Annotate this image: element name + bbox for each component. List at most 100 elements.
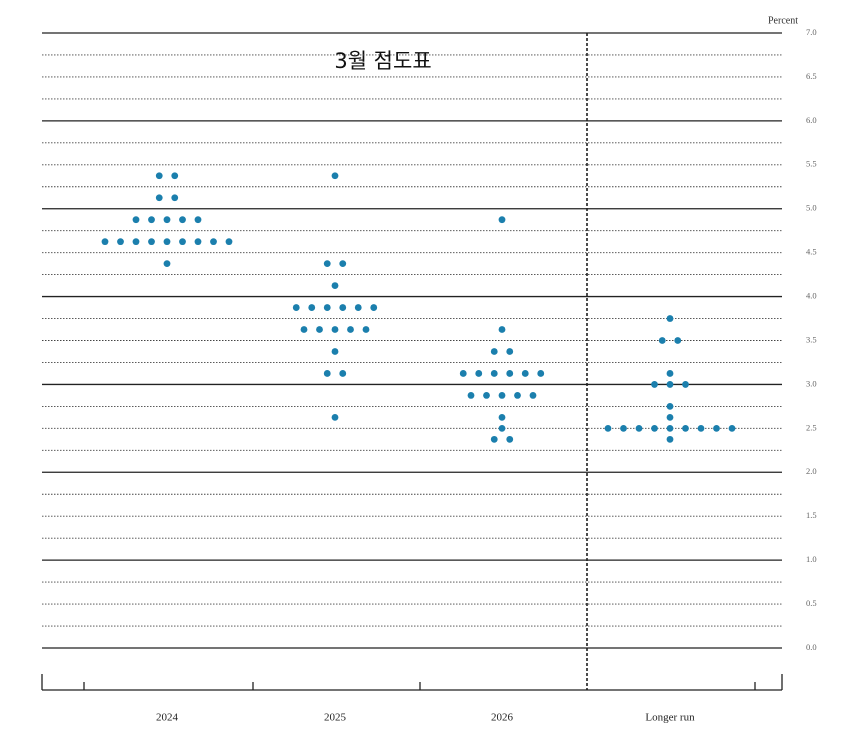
y-tick-label: 4.5: [806, 247, 817, 257]
dot: [459, 370, 467, 377]
y-tick-label: 4.0: [806, 291, 817, 301]
dot: [666, 402, 674, 410]
dot: [300, 326, 308, 333]
dot: [339, 260, 347, 268]
dot: [225, 238, 233, 246]
dot: [604, 424, 612, 432]
dot: [331, 348, 339, 355]
dot: [658, 337, 666, 344]
dot: [697, 424, 705, 432]
dot: [537, 370, 545, 377]
dot: [331, 326, 339, 333]
dot: [490, 435, 498, 443]
dot: [498, 413, 506, 421]
dot: [635, 424, 643, 432]
dot: [490, 348, 498, 355]
dot: [323, 260, 331, 268]
y-tick-label: 0.5: [806, 598, 817, 608]
dot: [498, 424, 506, 432]
y-tick-label: 2.5: [806, 422, 817, 432]
x-tick-label: 2026: [491, 712, 514, 724]
y-tick-label: 6.5: [806, 71, 817, 81]
dot: [308, 304, 316, 311]
y-tick-label: 0.0: [806, 642, 817, 652]
dot: [101, 238, 109, 246]
dot: [155, 172, 163, 180]
dot: [163, 260, 171, 268]
y-tick-label: 3.0: [806, 378, 817, 388]
dot: [339, 370, 347, 377]
dot: [651, 381, 658, 388]
dot: [521, 370, 529, 377]
y-tick-label: 1.0: [806, 554, 817, 564]
dot: [323, 304, 331, 311]
dot: [292, 304, 300, 311]
dot: [339, 304, 347, 311]
dot: [475, 370, 483, 377]
x-tick-label: Longer run: [645, 712, 695, 724]
dot: [490, 370, 498, 377]
dot: [651, 424, 658, 432]
dot: [728, 424, 736, 432]
dot: [347, 326, 354, 333]
dot: [148, 216, 155, 224]
dot: [163, 216, 171, 224]
dot: [483, 392, 490, 399]
dot: [210, 238, 217, 246]
dot: [194, 216, 202, 224]
dot: [362, 326, 370, 333]
x-tick-label: 2024: [156, 712, 179, 724]
dot: [179, 238, 186, 246]
y-tick-label: 6.0: [806, 115, 817, 125]
dot: [179, 216, 186, 224]
y-tick-label: 5.0: [806, 203, 817, 213]
dot: [682, 424, 689, 432]
dot: [316, 326, 323, 333]
x-tick-label: 2025: [324, 712, 347, 724]
dot: [331, 172, 339, 180]
y-tick-label: 5.5: [806, 159, 817, 169]
dot: [155, 194, 163, 202]
dot: [117, 238, 124, 246]
dot: [323, 370, 331, 377]
dot: [666, 315, 674, 322]
dot: [713, 424, 720, 432]
y-tick-label: 3.5: [806, 334, 817, 344]
dot: [674, 337, 682, 344]
dot: [171, 194, 179, 202]
dot: [467, 392, 475, 399]
dot: [163, 238, 171, 246]
y-tick-label: 2.0: [806, 466, 817, 476]
dot: [171, 172, 179, 180]
dot: [498, 326, 506, 333]
dot: [194, 238, 202, 246]
x-axis: [41, 674, 783, 691]
dot: [666, 370, 674, 377]
dot: [498, 216, 506, 224]
y-axis-label: Percent: [768, 15, 798, 26]
dot: [514, 392, 521, 399]
dot: [331, 282, 339, 289]
dot: [666, 381, 674, 388]
dot: [506, 348, 514, 355]
y-tick-label: 1.5: [806, 510, 817, 520]
dot: [354, 304, 362, 311]
dot: [506, 435, 514, 443]
dot: [331, 413, 339, 421]
dot: [132, 216, 140, 224]
dot: [132, 238, 140, 246]
dot: [666, 435, 674, 443]
dot: [370, 304, 378, 311]
dot: [148, 238, 155, 246]
dot: [666, 424, 674, 432]
dot: [529, 392, 537, 399]
dot: [498, 392, 506, 399]
dot: [620, 424, 627, 432]
dot: [506, 370, 514, 377]
dot: [682, 381, 689, 388]
y-tick-label: 7.0: [806, 27, 817, 37]
dot: [666, 413, 674, 421]
chart-title: 3월 점도표: [334, 49, 431, 73]
